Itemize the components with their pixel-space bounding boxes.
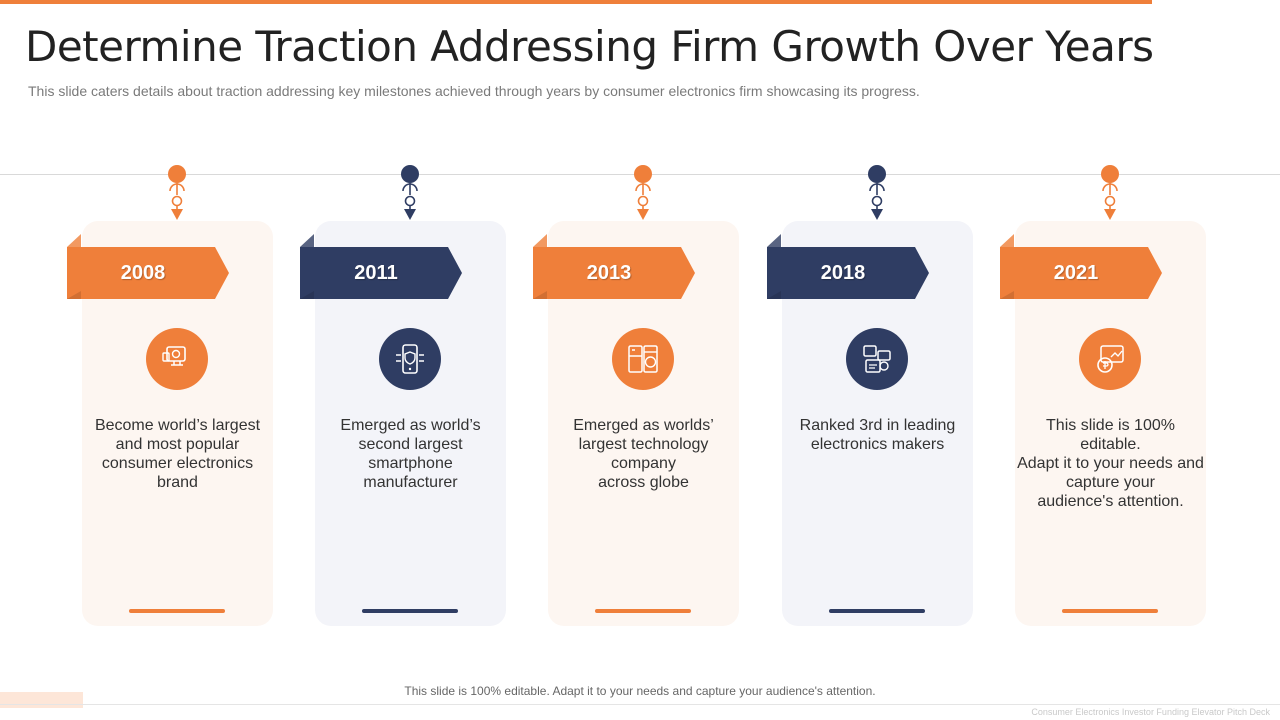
description-line: electronics makers xyxy=(810,436,945,453)
top-accent-bar xyxy=(0,0,1152,4)
milestone-description: Ranked 3rd in leading electronics makers xyxy=(782,416,973,454)
card-underline xyxy=(1062,609,1158,613)
description-line: across globe xyxy=(598,474,689,491)
description-line: largest technology xyxy=(578,436,709,453)
appliances-icon xyxy=(612,328,674,390)
year-ribbon xyxy=(533,234,695,299)
description-line: and most popular xyxy=(115,436,240,453)
year-ribbon xyxy=(67,234,229,299)
milestone-year: 2018 xyxy=(820,262,866,284)
page-title: Determine Traction Addressing Firm Growt… xyxy=(25,22,1154,71)
card-underline xyxy=(362,609,458,613)
description-line: audience's attention. xyxy=(1037,493,1184,510)
year-ribbon xyxy=(1000,234,1162,299)
timeline-pin-icon xyxy=(401,165,419,220)
shopping-brand-icon xyxy=(146,328,208,390)
card-underline xyxy=(129,609,225,613)
description-line: Ranked 3rd in leading xyxy=(799,417,956,434)
milestone-year: 2011 xyxy=(354,262,398,284)
milestone-description: Emerged as worlds’ largest technology comp… xyxy=(548,416,739,492)
description-line: manufacturer xyxy=(363,474,458,491)
timeline-pin-icon xyxy=(868,165,886,220)
description-line: smartphone xyxy=(368,455,453,472)
milestone-year: 2021 xyxy=(1053,262,1099,284)
deck-name: Consumer Electronics Investor Funding El… xyxy=(1031,707,1270,717)
footer-note: This slide is 100% editable. Adapt it to… xyxy=(404,684,876,698)
money-growth-icon xyxy=(1079,328,1141,390)
year-ribbon xyxy=(300,234,462,299)
electronics-makers-icon xyxy=(846,328,908,390)
milestone-year: 2013 xyxy=(586,262,632,284)
description-line: Emerged as worlds’ xyxy=(573,417,714,434)
page-subtitle: This slide caters details about traction… xyxy=(28,83,920,99)
timeline-pin-icon xyxy=(168,165,186,220)
year-ribbon xyxy=(767,234,929,299)
description-line: capture your xyxy=(1066,474,1155,491)
milestone-year: 2008 xyxy=(120,262,166,284)
milestone-description: Become world’s largest and most popular co… xyxy=(82,416,273,492)
milestone-description: Emerged as world’s second largest smartpho… xyxy=(315,416,506,492)
footer-divider xyxy=(0,704,1280,705)
smartphone-shield-icon xyxy=(379,328,441,390)
description-line: brand xyxy=(157,474,198,491)
timeline-pin-icon xyxy=(1101,165,1119,220)
description-line: Become world’s largest xyxy=(94,417,261,434)
description-line: second largest xyxy=(358,436,463,453)
card-underline xyxy=(595,609,691,613)
timeline-pin-icon xyxy=(634,165,652,220)
description-line: Adapt it to your needs and xyxy=(1017,455,1204,472)
card-underline xyxy=(829,609,925,613)
milestone-description: This slide is 100% editable. Adapt it to … xyxy=(1015,416,1206,511)
description-line: Emerged as world’s xyxy=(340,417,481,434)
description-line: consumer electronics xyxy=(101,455,254,472)
description-line: company xyxy=(611,455,676,472)
description-line: This slide is 100% editable. xyxy=(1046,417,1175,453)
